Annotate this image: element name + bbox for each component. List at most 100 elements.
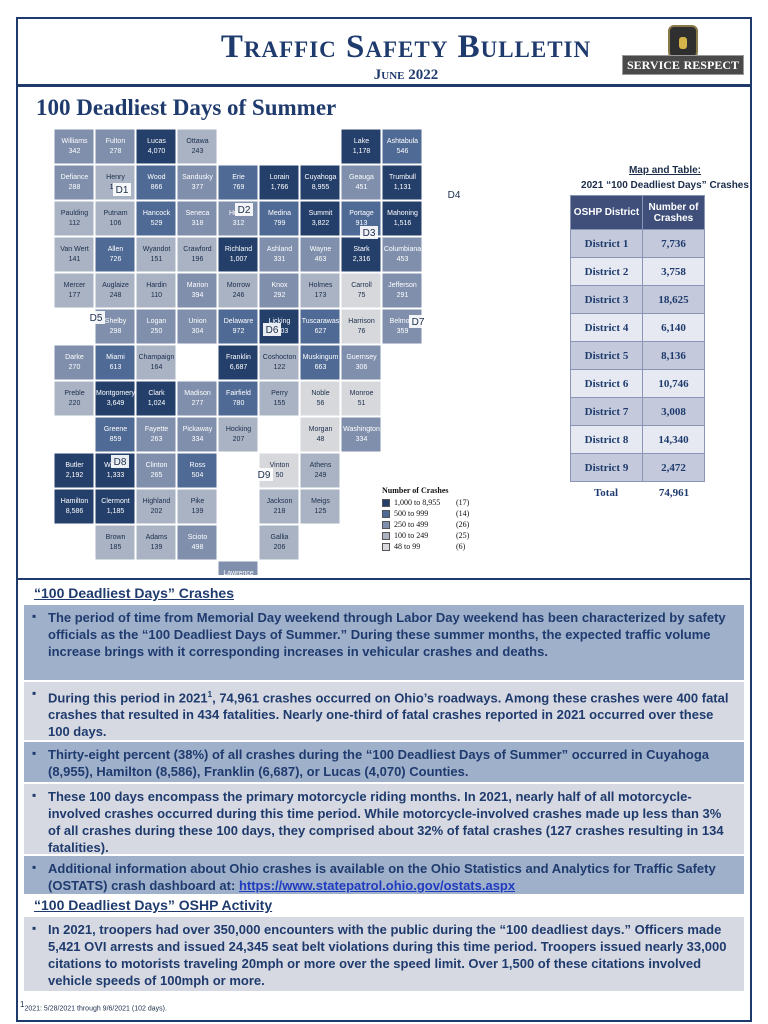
county-name: Wyandot	[143, 246, 171, 253]
ohio-county-map: Williams 342 Fulton 278 Lucas 4,070 Ottawa 243 D…	[53, 128, 463, 575]
county-crash-count: 334	[192, 436, 204, 443]
county-shape	[135, 380, 177, 417]
county-shape	[176, 164, 218, 201]
county-shape	[299, 488, 341, 525]
county-crash-count: 1,131	[394, 184, 412, 191]
bulletin-date: June 2022	[373, 67, 439, 83]
county-name: Crawford	[183, 246, 212, 253]
county-shape	[258, 236, 300, 273]
county-shape	[340, 272, 382, 309]
county-crash-count: 75	[358, 292, 366, 299]
footnote-number: 1	[20, 1000, 25, 1009]
footnote: 12021: 5/28/2021 through 9/6/2021 (102 d…	[20, 1000, 167, 1012]
bulletin-title: Traffic Safety Bulletin	[220, 29, 592, 65]
county-shape	[340, 416, 382, 453]
county-shape	[53, 272, 95, 309]
county-name: Champaign	[139, 354, 175, 361]
table-row: District 6 10,746	[570, 369, 705, 398]
district-tag-background	[409, 315, 427, 328]
county-crash-count: 2,316	[353, 256, 371, 263]
county-shape	[135, 272, 177, 309]
table-row: District 8 14,340	[570, 425, 705, 454]
county-name: Henry	[106, 174, 125, 181]
county-shape	[135, 236, 177, 273]
county-shape	[135, 488, 177, 525]
crash-count-cell: 3,008	[642, 397, 705, 426]
county-shape	[176, 524, 218, 561]
county-shape	[258, 164, 300, 201]
county-shape	[176, 200, 218, 237]
county-crash-count: 769	[233, 184, 245, 191]
county-name: Pike	[191, 498, 205, 505]
county-name: Jefferson	[388, 282, 417, 289]
county-crash-count: 866	[151, 184, 163, 191]
crashes-bullet-3: Thirty-eight percent (38%) of all crashe…	[24, 742, 744, 782]
county-name: Paulding	[61, 210, 88, 217]
ohio-state-patrol-logo: SERVICE RESPECT	[622, 25, 744, 80]
county-name: Preble	[64, 390, 84, 397]
crash-count-cell: 3,758	[642, 257, 705, 286]
county-crash-count: 306	[356, 364, 368, 371]
county-shape	[381, 164, 423, 201]
county-name: Carroll	[351, 282, 372, 289]
county-crash-count: 207	[233, 436, 245, 443]
county-shape	[176, 272, 218, 309]
county-name: Stark	[353, 246, 370, 253]
district-cell: District 3	[570, 285, 643, 314]
county-name: Perry	[271, 390, 288, 397]
footnote-text: 2021: 5/28/2021 through 9/6/2021 (102 da…	[24, 1005, 167, 1013]
county-name: Brown	[106, 534, 126, 541]
county-crash-count: 3,649	[107, 400, 125, 407]
county-shape	[94, 488, 136, 525]
ostats-dashboard-link[interactable]: https://www.statepatrol.ohio.gov/ostats.…	[238, 878, 516, 893]
county-crash-count: 50	[276, 472, 284, 479]
activity-bullet-1: In 2021, troopers had over 350,000 encou…	[24, 917, 744, 991]
county-shape	[176, 416, 218, 453]
page-frame	[16, 17, 752, 1022]
legend-title: Number of Crashes	[382, 486, 449, 495]
county-name: Holmes	[309, 282, 333, 289]
county-name: Medina	[268, 210, 291, 217]
legend-range: 250 to 499	[394, 520, 429, 529]
county-shape	[258, 344, 300, 381]
county-shape	[135, 344, 177, 381]
table-row: District 9 2,472	[570, 453, 705, 482]
footnote-marker: 1	[207, 690, 213, 699]
county-name: Fairfield	[226, 390, 251, 397]
county-shape	[94, 380, 136, 417]
county-crash-count: 139	[192, 508, 204, 515]
county-name: Jackson	[267, 498, 293, 505]
county-crash-count: 185	[110, 544, 122, 551]
county-name: Greene	[104, 426, 127, 433]
county-crash-count: 110	[151, 292, 162, 299]
county-name: Scioto	[188, 534, 208, 541]
bullet-text: These 100 days encompass the primary mot…	[48, 789, 724, 855]
county-name: Noble	[311, 390, 329, 397]
county-name: Ottawa	[186, 138, 208, 145]
county-crash-count: 331	[274, 256, 286, 263]
district-cell: District 4	[570, 313, 643, 342]
district-crash-table: OSHP District Number of Crashes District…	[570, 195, 705, 482]
county-shape	[135, 308, 177, 345]
column-header-crashes: Number of Crashes	[642, 195, 705, 230]
county-name: Delaware	[224, 318, 254, 325]
county-crash-count: 799	[274, 220, 286, 227]
county-crash-count: 451	[356, 184, 368, 191]
county-crash-count: 8,955	[312, 184, 330, 191]
district-label: D7	[412, 317, 425, 328]
county-name: Highland	[143, 498, 171, 505]
county-name: Lorain	[270, 174, 290, 181]
county-crash-count: 1,766	[271, 184, 289, 191]
district-tag-background	[113, 183, 131, 196]
county-name: Guernsey	[346, 354, 377, 361]
county-name: Belmont	[390, 318, 416, 325]
county-crash-count: 318	[192, 220, 204, 227]
logo-banner: SERVICE RESPECT	[622, 55, 744, 75]
county-shape	[258, 272, 300, 309]
county-name: Franklin	[226, 354, 251, 361]
county-shape	[176, 380, 218, 417]
county-shape	[135, 164, 177, 201]
county-crash-count: 164	[151, 364, 163, 371]
county-shape	[94, 416, 136, 453]
county-crash-count: 292	[274, 292, 286, 299]
